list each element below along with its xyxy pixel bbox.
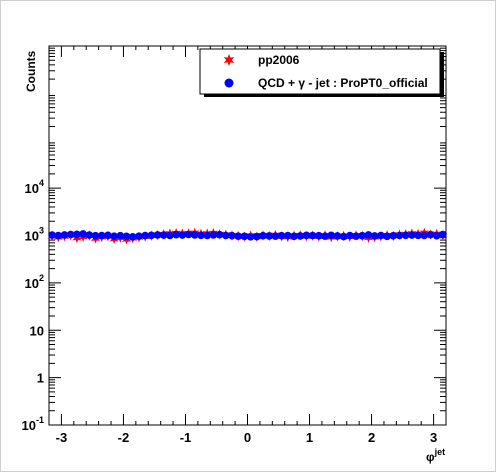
y-tick-label: 1: [37, 371, 44, 386]
y-tick-label: 102: [25, 273, 44, 291]
legend-marker-pp2006: [223, 54, 235, 66]
data-point-qcd-gamma-jet: [339, 232, 348, 241]
data-point-qcd-gamma-jet: [389, 231, 398, 240]
data-point-qcd-gamma-jet: [159, 231, 168, 239]
data-point-qcd-gamma-jet: [79, 230, 87, 238]
data-point-qcd-gamma-jet: [240, 232, 249, 241]
data-point-qcd-gamma-jet: [377, 231, 385, 240]
data-point-qcd-gamma-jet: [234, 232, 242, 240]
data-point-qcd-gamma-jet: [265, 232, 274, 240]
data-point-qcd-gamma-jet: [259, 231, 267, 240]
x-tick-label: -2: [118, 430, 130, 445]
data-point-qcd-gamma-jet: [290, 232, 298, 241]
x-tick-label: 0: [244, 430, 251, 445]
data-point-qcd-gamma-jet: [395, 231, 404, 240]
data-point-qcd-gamma-jet: [253, 232, 261, 241]
data-point-qcd-gamma-jet: [66, 230, 75, 239]
data-point-qcd-gamma-jet: [128, 232, 137, 241]
data-point-qcd-gamma-jet: [184, 230, 193, 239]
data-point-qcd-gamma-jet: [315, 231, 323, 240]
data-point-qcd-gamma-jet: [54, 231, 63, 240]
data-point-qcd-gamma-jet: [172, 230, 180, 239]
x-tick-label: -3: [56, 430, 68, 445]
series-qcd-gamma-jet: [48, 230, 447, 241]
y-tick-label: 10-1: [22, 415, 44, 433]
data-point-qcd-gamma-jet: [346, 231, 354, 240]
data-point-qcd-gamma-jet: [203, 231, 211, 240]
y-axis-title: Counts: [24, 50, 38, 92]
data-point-qcd-gamma-jet: [426, 230, 435, 239]
data-point-qcd-gamma-jet: [296, 232, 305, 240]
legend-circle-icon: [224, 78, 234, 88]
data-point-qcd-gamma-jet: [246, 232, 255, 241]
data-point-qcd-gamma-jet: [302, 231, 311, 240]
data-point-qcd-gamma-jet: [228, 231, 236, 240]
data-point-qcd-gamma-jet: [91, 231, 100, 240]
data-point-qcd-gamma-jet: [383, 232, 391, 241]
x-tick-label: 1: [306, 430, 313, 445]
data-point-qcd-gamma-jet: [122, 232, 131, 241]
data-point-qcd-gamma-jet: [352, 232, 360, 240]
legend-label-qcd-gamma-jet: QCD + γ - jet : ProPT0_official: [258, 76, 428, 90]
data-point-qcd-gamma-jet: [85, 231, 94, 239]
data-point-qcd-gamma-jet: [277, 231, 286, 240]
data-point-qcd-gamma-jet: [166, 231, 174, 240]
legend-star-icon: [223, 54, 235, 66]
data-point-qcd-gamma-jet: [327, 231, 336, 240]
data-point-qcd-gamma-jet: [358, 231, 367, 240]
legend-label-pp2006: pp2006: [258, 53, 300, 67]
data-point-qcd-gamma-jet: [432, 231, 441, 240]
data-point-qcd-gamma-jet: [308, 231, 317, 240]
data-point-qcd-gamma-jet: [414, 231, 422, 240]
data-point-qcd-gamma-jet: [439, 230, 447, 239]
data-point-qcd-gamma-jet: [321, 232, 329, 240]
data-point-qcd-gamma-jet: [141, 231, 149, 240]
x-tick-label: 2: [368, 430, 375, 445]
data-point-qcd-gamma-jet: [60, 231, 69, 239]
legend-box: [199, 48, 441, 95]
x-tick-label: 3: [430, 430, 437, 445]
data-point-qcd-gamma-jet: [333, 232, 342, 240]
data-point-qcd-gamma-jet: [420, 231, 429, 240]
data-point-qcd-gamma-jet: [190, 231, 199, 239]
data-point-qcd-gamma-jet: [401, 231, 410, 240]
x-axis-title: φjet: [426, 447, 445, 464]
data-point-qcd-gamma-jet: [97, 231, 106, 240]
data-point-qcd-gamma-jet: [147, 231, 156, 240]
data-point-qcd-gamma-jet: [73, 230, 81, 239]
data-point-qcd-gamma-jet: [215, 230, 224, 239]
data-point-qcd-gamma-jet: [48, 231, 56, 239]
data-point-qcd-gamma-jet: [271, 232, 280, 240]
data-point-qcd-gamma-jet: [408, 231, 416, 239]
y-tick-label: 103: [25, 226, 44, 244]
data-point-qcd-gamma-jet: [364, 231, 373, 239]
data-point-qcd-gamma-jet: [370, 232, 379, 240]
data-point-qcd-gamma-jet: [284, 231, 292, 240]
data-point-qcd-gamma-jet: [104, 231, 112, 240]
data-point-qcd-gamma-jet: [116, 231, 125, 240]
x-tick-label: -1: [180, 430, 192, 445]
data-point-qcd-gamma-jet: [110, 232, 118, 240]
data-point-qcd-gamma-jet: [153, 231, 162, 239]
data-point-qcd-gamma-jet: [209, 231, 218, 239]
data-point-qcd-gamma-jet: [178, 231, 187, 239]
data-point-qcd-gamma-jet: [221, 231, 230, 240]
legend: pp2006 QCD + γ - jet : ProPT0_official: [199, 48, 444, 97]
legend-marker-qcd-gamma-jet: [224, 78, 234, 88]
y-tick-label: 104: [25, 178, 44, 196]
y-tick-label: 10: [30, 323, 44, 338]
data-point-qcd-gamma-jet: [135, 232, 143, 240]
data-point-qcd-gamma-jet: [197, 231, 205, 240]
